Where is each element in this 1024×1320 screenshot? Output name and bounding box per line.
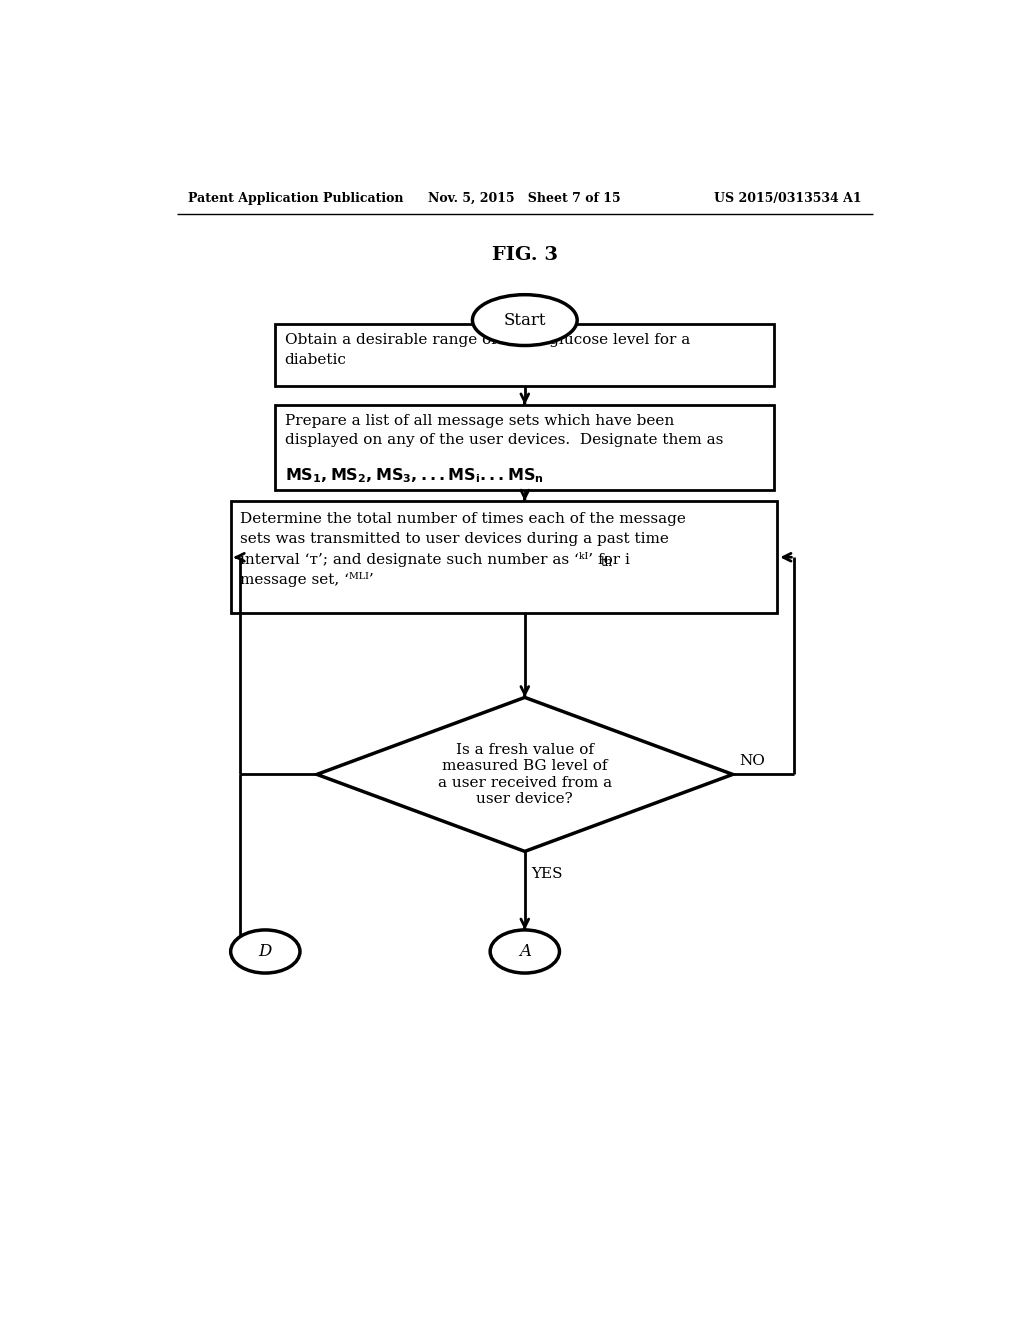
Text: sets was transmitted to user devices during a past time: sets was transmitted to user devices dur… [240,532,669,546]
Text: $\mathbf{MS_1, MS_2, MS_3,...MS_i...MS_n}$: $\mathbf{MS_1, MS_2, MS_3,...MS_i...MS_n… [285,466,544,484]
Ellipse shape [230,929,300,973]
Ellipse shape [490,929,559,973]
FancyBboxPatch shape [275,323,774,385]
Polygon shape [316,697,733,851]
FancyBboxPatch shape [275,405,774,490]
Text: Determine the total number of times each of the message: Determine the total number of times each… [240,512,686,525]
Text: interval ‘ᴛ’; and designate such number as ‘ᵏᴵ’ for i: interval ‘ᴛ’; and designate such number … [240,552,630,566]
Text: FIG. 3: FIG. 3 [492,246,558,264]
Text: diabetic: diabetic [285,354,346,367]
Text: Prepare a list of all message sets which have been: Prepare a list of all message sets which… [285,414,674,428]
Text: Obtain a desirable range of blood glucose level for a: Obtain a desirable range of blood glucos… [285,333,690,347]
Text: th: th [600,557,612,569]
Text: Patent Application Publication: Patent Application Publication [188,191,403,205]
Text: Start: Start [504,312,546,329]
FancyBboxPatch shape [230,502,777,612]
Text: displayed on any of the user devices.  Designate them as: displayed on any of the user devices. De… [285,433,723,446]
Text: Nov. 5, 2015   Sheet 7 of 15: Nov. 5, 2015 Sheet 7 of 15 [428,191,622,205]
Text: US 2015/0313534 A1: US 2015/0313534 A1 [715,191,862,205]
Text: Is a fresh value of
measured BG level of
a user received from a
user device?: Is a fresh value of measured BG level of… [437,743,612,805]
Text: D: D [259,942,272,960]
Ellipse shape [472,294,578,346]
Text: message set, ‘ᴹᴸᴵ’: message set, ‘ᴹᴸᴵ’ [240,572,374,587]
Text: A: A [519,942,530,960]
Text: YES: YES [531,867,562,882]
Text: NO: NO [739,754,765,768]
